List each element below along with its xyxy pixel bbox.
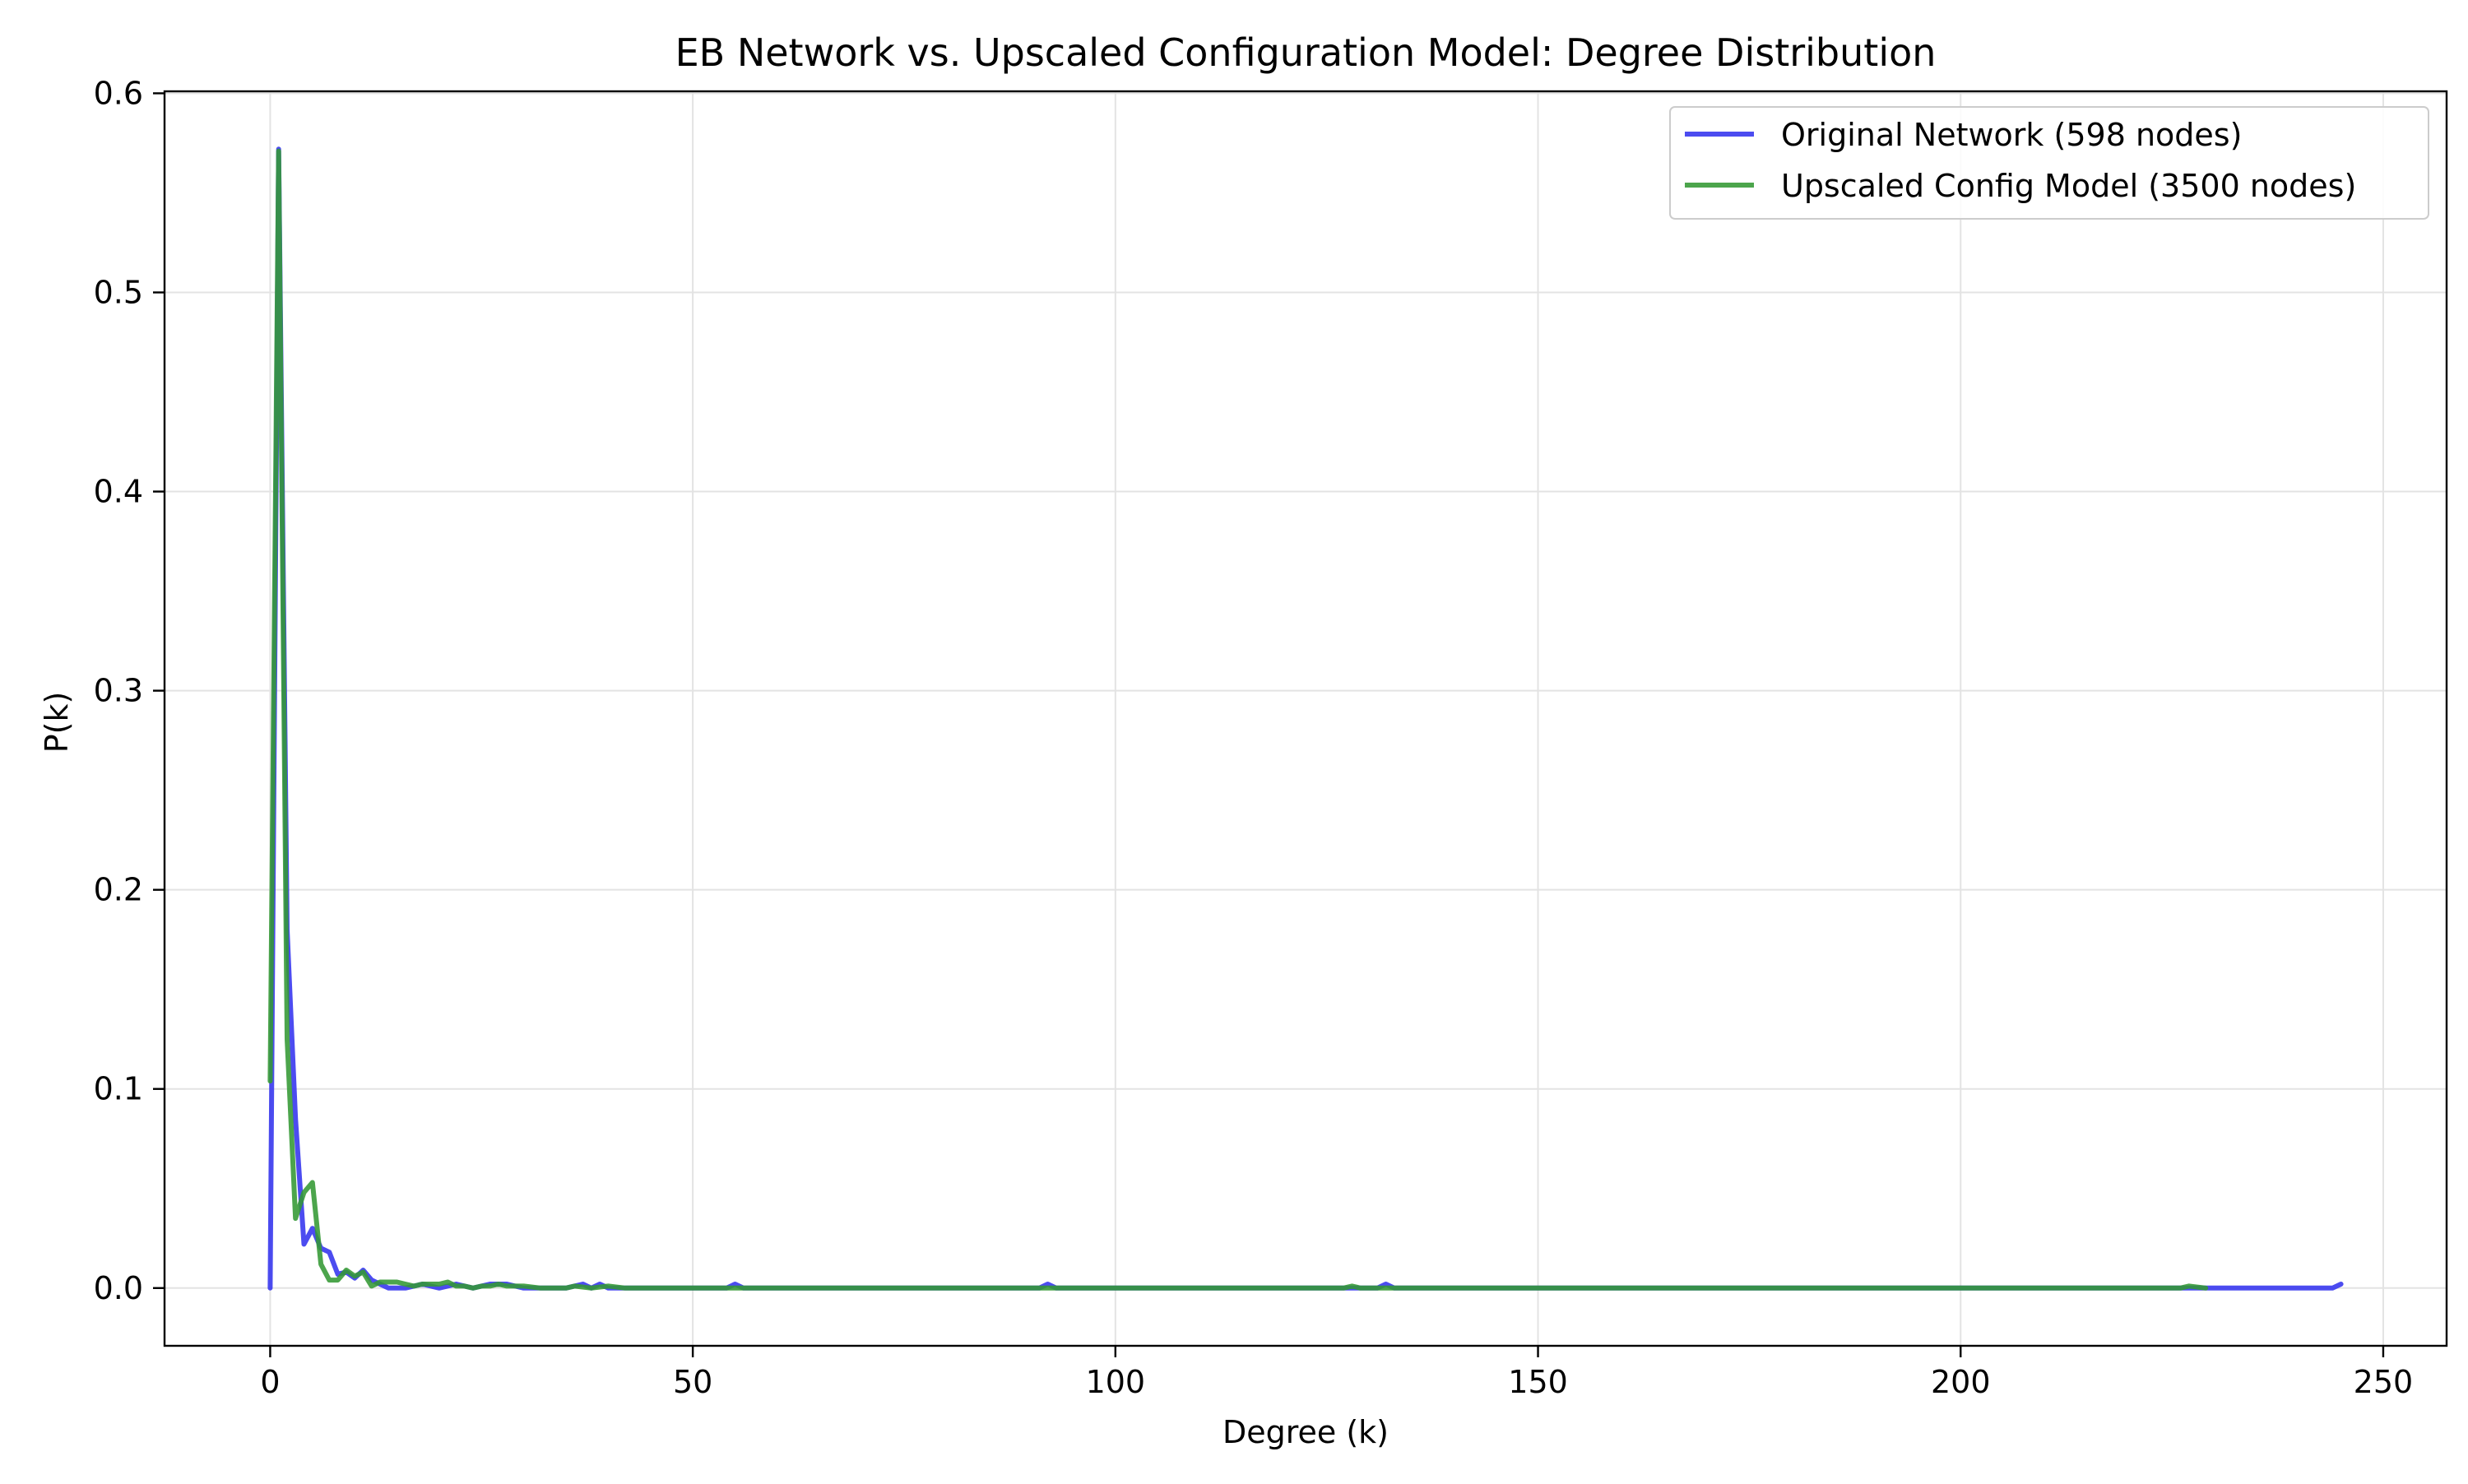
y-axis-label: P(k) <box>39 692 75 754</box>
y-tick-label: 0.0 <box>94 1270 143 1306</box>
x-tick-label: 0 <box>260 1364 280 1400</box>
x-tick-label: 200 <box>1931 1364 1991 1400</box>
legend-label-original: Original Network (598 nodes) <box>1781 117 2242 153</box>
y-tick-label: 0.5 <box>94 274 143 310</box>
y-tick-label: 0.6 <box>94 75 143 111</box>
x-axis-label: Degree (k) <box>1222 1414 1389 1450</box>
series-line-original <box>267 146 2344 1291</box>
x-tick-label: 150 <box>1508 1364 1568 1400</box>
grid-layer <box>165 91 2447 1346</box>
y-tick-label: 0.4 <box>94 474 143 510</box>
legend-label-upscaled: Upscaled Config Model (3500 nodes) <box>1781 168 2356 204</box>
series-layer <box>267 146 2344 1291</box>
x-tick-label: 100 <box>1086 1364 1146 1400</box>
tick-layer: 0 50 100 150 200 250 0.0 0.1 0.2 0.3 0.4 0.5 0.6 <box>94 75 2414 1400</box>
legend: Original Network (598 nodes) Upscaled Co… <box>1669 106 2429 220</box>
legend-box <box>1669 106 2429 220</box>
series-line-upscaled <box>267 148 2209 1291</box>
y-tick-label: 0.1 <box>94 1071 143 1107</box>
plot-frame <box>163 90 2448 1347</box>
y-tick-label: 0.2 <box>94 872 143 908</box>
chart-title: EB Network vs. Upscaled Configuration Mo… <box>675 30 1937 75</box>
x-tick-label: 250 <box>2354 1364 2414 1400</box>
x-tick-label: 50 <box>673 1364 712 1400</box>
y-tick-label: 0.3 <box>94 673 143 709</box>
